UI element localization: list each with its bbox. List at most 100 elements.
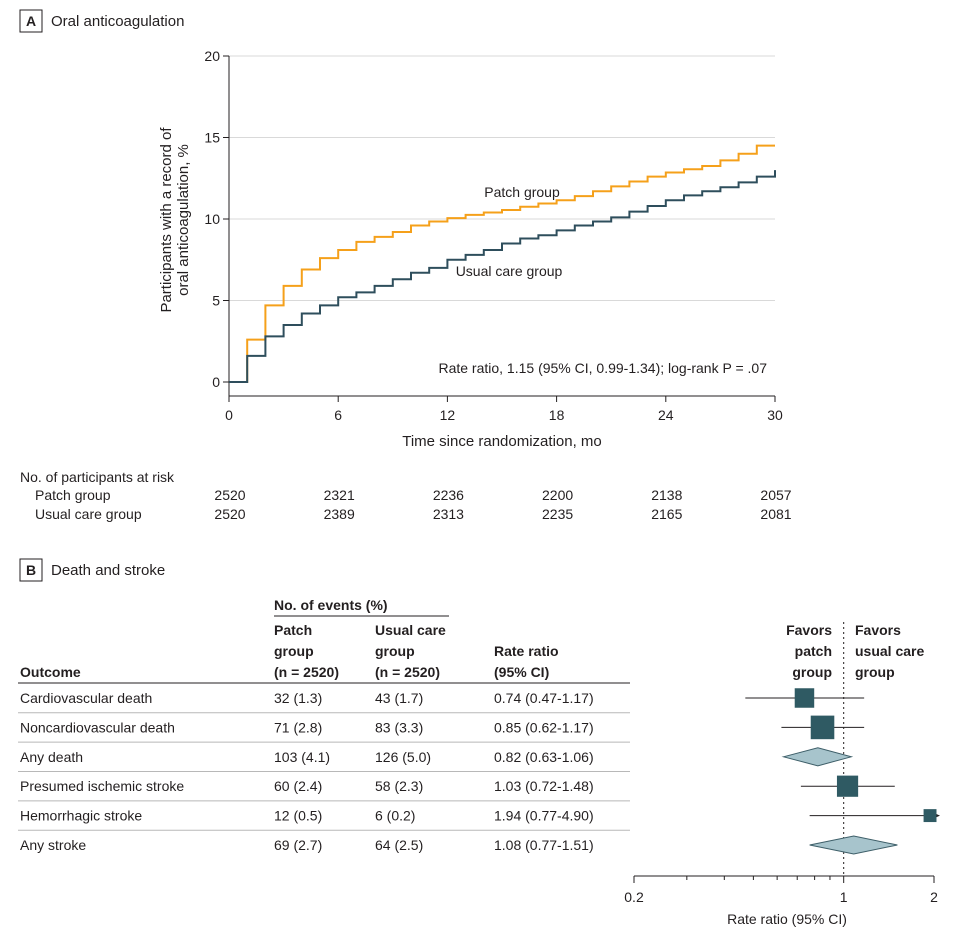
table-row: Presumed ischemic stroke 60 (2.4) 58 (2.3)… [18,778,630,802]
forest-row [781,715,865,740]
col-patch-line-1: Patch [274,622,312,638]
at-risk-values: 2520 2321 2236 2200 2138 2057 2520 2389 2313 2235… [214,487,791,522]
km-y-tick-label: 15 [204,130,220,146]
series-label-patch: Patch group [484,184,560,200]
row-patch-events: 103 (4.1) [274,749,330,765]
x-axis-label: Time since randomization, mo [402,433,602,450]
forest-row [745,688,865,708]
km-axes [228,56,775,397]
y-axis-label: Participants with a record of oral antic… [158,127,192,313]
km-y-tick-label: 20 [204,48,220,64]
km-y-tick-label: 5 [212,293,220,309]
km-y-ticks: 0 5 10 15 20 [204,48,229,390]
row-usual-events: 43 (1.7) [375,690,423,706]
table-row: Hemorrhagic stroke 12 (0.5) 6 (0.2) 1.94 (0… [18,808,630,831]
km-y-tick-label: 0 [212,374,220,390]
favors-labels: Favors patch group Favors usual care gro… [786,622,924,680]
km-x-tick-label: 18 [549,407,565,423]
km-line-patch [229,144,775,383]
forest-plot: 0.2 1 2 Rate ratio (95% CI) [624,622,940,927]
forest-point-estimate [794,688,815,708]
col-usual-line-3: (n = 2520) [375,664,440,680]
at-risk-value: 2520 [214,506,245,522]
col-usual-line-1: Usual care [375,622,446,638]
row-usual-events: 6 (0.2) [375,808,415,824]
row-rate-ratio: 1.94 (0.77-4.90) [494,808,594,824]
at-risk-value: 2081 [760,506,791,522]
row-rate-ratio: 0.74 (0.47-1.17) [494,690,594,706]
col-rr-line-1: Rate ratio [494,643,559,659]
forest-point-estimate [836,775,859,797]
panel-b-header: B Death and stroke [19,558,165,582]
km-series [229,144,776,383]
at-risk-row-label-patch: Patch group [35,487,111,503]
col-outcome: Outcome [20,664,81,680]
y-axis-label-line-2: oral anticoagulation, % [175,144,192,296]
forest-axis: 0.2 1 2 [624,622,938,905]
at-risk-value: 2236 [433,487,464,503]
km-x-tick-label: 6 [334,407,342,423]
forest-row [781,747,854,767]
events-table-header: No. of events (%) Patch group (n = 2520)… [18,597,630,684]
row-usual-events: 64 (2.5) [375,837,423,853]
row-usual-events: 83 (3.3) [375,719,423,735]
panel-a-header: A Oral anticoagulation [19,9,184,33]
rate-ratio-annotation: Rate ratio, 1.15 (95% CI, 0.99-1.34); lo… [438,360,767,376]
row-rate-ratio: 1.03 (0.72-1.48) [494,778,594,794]
forest-x-axis-label: Rate ratio (95% CI) [727,911,847,927]
km-x-tick-label: 30 [767,407,783,423]
km-line-usual [229,170,776,383]
forest-point-estimate [810,715,835,740]
favors-usual-line-3: group [855,664,895,680]
col-rr-line-2: (95% CI) [494,664,549,680]
forest-row [809,809,940,823]
col-patch-line-2: group [274,643,314,659]
series-label-usual: Usual care group [456,263,563,279]
row-outcome: Presumed ischemic stroke [20,778,184,794]
row-patch-events: 60 (2.4) [274,778,322,794]
events-table-rows: Cardiovascular death 32 (1.3) 43 (1.7) 0.74… [18,690,630,853]
km-gridlines [229,55,775,301]
favors-patch-line-1: Favors [786,622,832,638]
panel-b-title: Death and stroke [51,562,165,579]
km-y-tick-label: 10 [204,211,220,227]
row-rate-ratio: 0.82 (0.63-1.06) [494,749,594,765]
row-patch-events: 69 (2.7) [274,837,322,853]
forest-point-estimate [923,809,937,823]
row-usual-events: 58 (2.3) [375,778,423,794]
events-group-header: No. of events (%) [274,597,388,613]
panel-a-letter-box [19,9,43,33]
at-risk-value: 2200 [542,487,573,503]
forest-x-tick-label: 2 [930,889,938,905]
at-risk-value: 2313 [433,506,464,522]
row-patch-events: 71 (2.8) [274,719,322,735]
row-outcome: Hemorrhagic stroke [20,808,142,824]
row-patch-events: 12 (0.5) [274,808,322,824]
table-row: Noncardiovascular death 71 (2.8) 83 (3.3) 0… [18,719,630,743]
table-row: Cardiovascular death 32 (1.3) 43 (1.7) 0.74… [18,690,630,714]
favors-patch-line-3: group [792,664,832,680]
forest-summary-diamond [781,747,854,767]
km-x-tick-label: 0 [225,407,233,423]
favors-patch-line-2: patch [795,643,832,659]
km-chart: 0 5 10 15 20 0 6 12 18 24 30 Patch group Usual ca… [158,48,783,450]
row-outcome: Noncardiovascular death [20,719,175,735]
at-risk-value: 2321 [324,487,355,503]
row-rate-ratio: 1.08 (0.77-1.51) [494,837,594,853]
col-patch-line-3: (n = 2520) [274,664,339,680]
at-risk-value: 2057 [760,487,791,503]
at-risk-value: 2520 [214,487,245,503]
at-risk-value: 2389 [324,506,355,522]
forest-summary-diamond [809,835,898,855]
at-risk-value: 2138 [651,487,682,503]
favors-usual-line-2: usual care [855,643,924,659]
panel-a-letter: A [26,13,36,29]
y-axis-label-line-1: Participants with a record of [158,127,175,313]
row-outcome: Any death [20,749,83,765]
forest-row [809,835,898,855]
row-rate-ratio: 0.85 (0.62-1.17) [494,719,594,735]
at-risk-value: 2235 [542,506,573,522]
at-risk-value: 2165 [651,506,682,522]
panel-a-title: Oral anticoagulation [51,13,184,30]
